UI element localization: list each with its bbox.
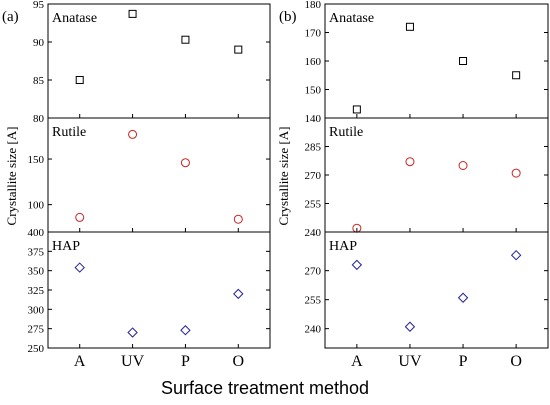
panel-b: (b) 140 150 160 170 180 Anatase 240 255 270 285 Rut… <box>276 0 549 370</box>
data-point-rutile-uv <box>405 157 415 167</box>
y-tick-label: 170 <box>305 28 322 40</box>
x-category-label: A <box>351 353 363 370</box>
x-category-label: P <box>459 353 468 370</box>
subplot-frame <box>324 231 549 349</box>
subplot-title: HAP <box>329 239 357 254</box>
y-tick-label: 150 <box>28 154 45 166</box>
data-point-rutile-o <box>233 214 243 224</box>
x-category-label: UV <box>398 353 422 370</box>
data-point-hap-o <box>510 249 522 261</box>
y-tick-label: 270 <box>305 170 322 182</box>
x-category-label: A <box>74 353 86 370</box>
data-point-hap-o <box>233 288 244 300</box>
y-tick-label: 180 <box>305 0 322 11</box>
data-point-anatase-p <box>459 57 468 65</box>
data-point-anatase-o <box>512 71 521 80</box>
y-axis-label: Crystallite size [A] <box>276 127 291 226</box>
data-point-rutile-o <box>511 168 521 178</box>
panel-label: (a) <box>2 9 19 25</box>
subplot-hap: 250 275 300 325 350 375 400 HAP <box>28 227 271 355</box>
data-point-anatase-a <box>352 105 361 114</box>
subplot-anatase: 140 150 160 170 180 Anatase <box>305 0 549 125</box>
y-tick-label: 400 <box>28 227 45 239</box>
y-tick-label: 255 <box>305 199 322 211</box>
x-category-label: P <box>181 353 190 370</box>
subplot-frame <box>47 231 271 349</box>
data-point-hap-uv <box>127 327 138 338</box>
y-tick-label: 255 <box>305 295 322 307</box>
y-tick-label: 150 <box>305 85 322 97</box>
data-point-hap-uv <box>404 321 416 332</box>
y-tick-label: 160 <box>305 56 322 68</box>
y-tick-label: 375 <box>28 246 45 258</box>
data-point-rutile-p <box>180 158 190 168</box>
y-axis-label: Crystallite size [A] <box>4 127 19 226</box>
data-point-anatase-o <box>234 45 243 54</box>
y-tick-label: 90 <box>33 37 45 49</box>
y-tick-label: 285 <box>305 142 322 154</box>
subplot-hap: 240 255 270 HAP <box>305 231 549 349</box>
data-point-rutile-p <box>458 161 468 170</box>
y-tick-label: 95 <box>33 0 45 11</box>
subplot-rutile: 100 150 Rutile <box>28 117 271 233</box>
y-tick-label: 240 <box>305 324 322 336</box>
subplot-title: Anatase <box>329 11 374 26</box>
subplot-anatase: 80 85 90 95 Anatase <box>33 0 271 125</box>
subplot-title: Anatase <box>52 11 97 26</box>
data-point-rutile-uv <box>128 129 138 139</box>
y-tick-label: 350 <box>28 266 45 278</box>
y-tick-label: 100 <box>28 200 45 212</box>
data-point-hap-a <box>74 262 85 273</box>
data-point-anatase-uv <box>128 9 137 18</box>
x-category-label: UV <box>121 353 145 370</box>
y-tick-label: 240 <box>305 227 322 239</box>
data-point-anatase-a <box>75 76 84 84</box>
panel-label: (b) <box>279 9 297 25</box>
data-point-hap-p <box>457 292 469 303</box>
x-axis-title: Surface treatment method <box>161 378 369 398</box>
y-tick-label: 275 <box>28 324 45 336</box>
y-tick-label: 325 <box>28 285 45 297</box>
y-tick-label: 270 <box>305 266 322 278</box>
data-point-hap-p <box>180 325 191 336</box>
x-category-label: O <box>233 353 245 370</box>
subplot-title: Rutile <box>52 125 86 140</box>
y-tick-label: 250 <box>28 343 45 355</box>
y-tick-label: 140 <box>305 113 322 125</box>
data-point-anatase-p <box>181 35 190 44</box>
y-tick-label: 85 <box>33 75 45 87</box>
subplot-rutile: 240 255 270 285 Rutile <box>305 117 549 239</box>
y-tick-label: 300 <box>28 304 45 316</box>
data-point-anatase-uv <box>405 22 414 31</box>
panel-a: (a) 80 85 90 95 Anatase 100 150 Rutile 250 275 300 3… <box>2 0 271 370</box>
x-category-label: O <box>510 353 522 370</box>
data-point-hap-a <box>351 259 363 271</box>
data-point-rutile-a <box>75 212 85 222</box>
subplot-title: HAP <box>52 239 80 254</box>
y-tick-label: 80 <box>33 113 45 125</box>
subplot-title: Rutile <box>329 125 363 140</box>
